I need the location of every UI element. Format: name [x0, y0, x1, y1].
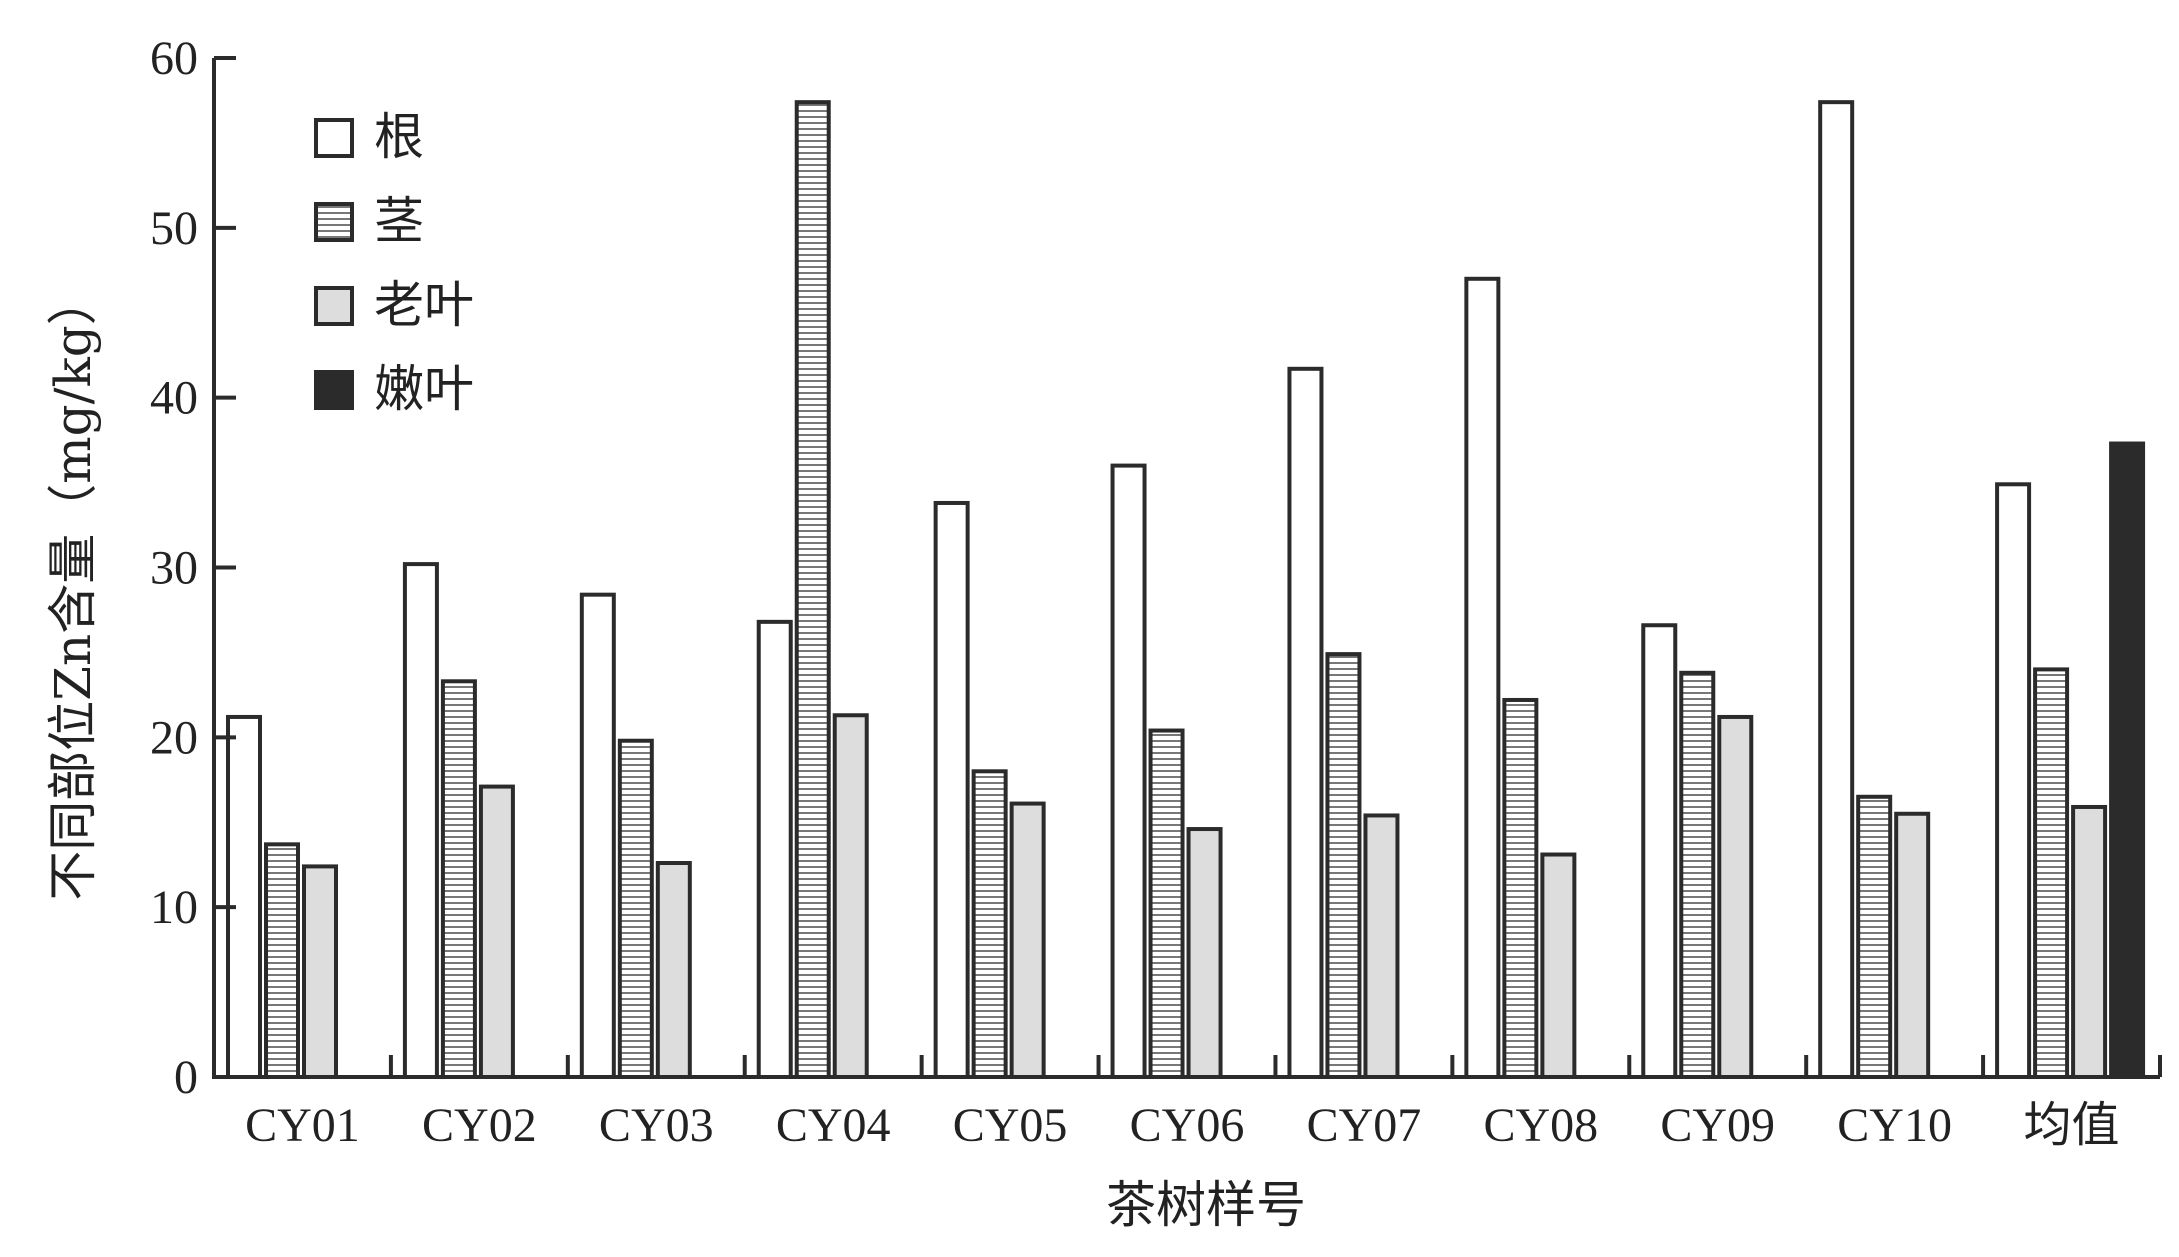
bar-CY05-根: [933, 500, 970, 1080]
bar-CY02-老叶: [478, 784, 515, 1080]
x-tick-label: 均值: [2024, 1099, 2120, 1152]
bar-CY03-茎: [617, 738, 654, 1079]
bar-CY07-茎: [1325, 652, 1362, 1079]
y-tick-label: 60: [150, 32, 198, 85]
bar-CY05-老叶: [1009, 801, 1046, 1080]
x-tick-label: CY08: [1483, 1099, 1598, 1152]
bar-均值-根: [1995, 482, 2032, 1079]
bar-CY06-老叶: [1186, 827, 1223, 1079]
bar-均值-嫩叶: [2109, 441, 2146, 1079]
axes-group: 0 10 20 30 40 50 60 CY01 CY02 CY03 CY04 CY05 CY06 CY0…: [150, 32, 2162, 1152]
bar-CY04-茎: [794, 100, 831, 1079]
bar-CY08-老叶: [1540, 852, 1577, 1079]
bar-CY08-茎: [1502, 697, 1539, 1079]
y-tick-label: 0: [174, 1051, 198, 1104]
bar-CY06-根: [1110, 463, 1147, 1080]
bar-均值-老叶: [2071, 804, 2108, 1080]
bar-CY06-茎: [1148, 728, 1185, 1079]
x-tick-label: CY07: [1307, 1099, 1422, 1152]
legend-label: 嫩叶: [374, 360, 474, 418]
y-tick-label: 40: [150, 372, 198, 425]
bar-CY09-根: [1641, 623, 1678, 1079]
legend-swatch: [314, 286, 354, 326]
bar-CY03-根: [579, 592, 616, 1079]
x-tick-label: CY09: [1660, 1099, 1775, 1152]
bar-CY10-根: [1818, 100, 1855, 1079]
y-tick-label: 50: [150, 202, 198, 255]
bar-CY08-根: [1464, 276, 1501, 1079]
x-tick-label: CY05: [953, 1099, 1068, 1152]
bar-CY04-根: [756, 619, 793, 1079]
y-tick-label: 10: [150, 881, 198, 934]
bar-CY01-根: [226, 714, 262, 1079]
x-tick-label: CY03: [599, 1099, 714, 1152]
bar-CY01-茎: [264, 842, 300, 1079]
bar-CY07-根: [1287, 366, 1324, 1080]
bars-group: [226, 100, 2146, 1080]
bar-CY02-茎: [440, 679, 477, 1079]
x-tick-label: CY10: [1837, 1099, 1952, 1152]
legend-label: 老叶: [374, 276, 474, 334]
legend-label: 茎: [374, 192, 424, 250]
y-tick-label: 30: [150, 542, 198, 595]
bar-CY03-老叶: [655, 861, 692, 1080]
legend-label: 根: [374, 108, 424, 166]
bar-CY09-老叶: [1717, 714, 1754, 1079]
bar-CY01-老叶: [302, 864, 338, 1080]
bar-CY10-老叶: [1894, 811, 1931, 1080]
legend-swatch: [314, 202, 354, 242]
x-tick-label: CY04: [776, 1099, 891, 1152]
x-tick-label: CY06: [1130, 1099, 1245, 1152]
bar-CY04-老叶: [832, 713, 869, 1079]
y-axis-title: 不同部位Zn含量（mg/kg）: [44, 275, 102, 901]
bar-CY09-茎: [1679, 670, 1716, 1080]
bar-CY07-老叶: [1363, 813, 1400, 1079]
legend-swatch: [314, 370, 354, 410]
bar-均值-茎: [2033, 667, 2070, 1080]
x-tick-label: CY01: [245, 1099, 360, 1152]
bar-CY02-根: [402, 562, 439, 1079]
legend-swatch: [314, 118, 354, 158]
y-tick-label: 20: [150, 711, 198, 764]
x-axis-title: 茶树样号: [1106, 1176, 1306, 1234]
x-tick-label: CY02: [422, 1099, 537, 1152]
bar-CY05-茎: [971, 769, 1008, 1079]
bar-CY10-茎: [1856, 794, 1893, 1080]
